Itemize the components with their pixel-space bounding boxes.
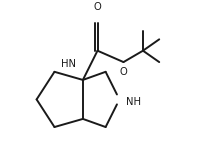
Text: O: O — [94, 2, 101, 12]
Text: NH: NH — [126, 97, 141, 107]
Text: O: O — [120, 67, 127, 77]
Text: HN: HN — [61, 59, 76, 69]
